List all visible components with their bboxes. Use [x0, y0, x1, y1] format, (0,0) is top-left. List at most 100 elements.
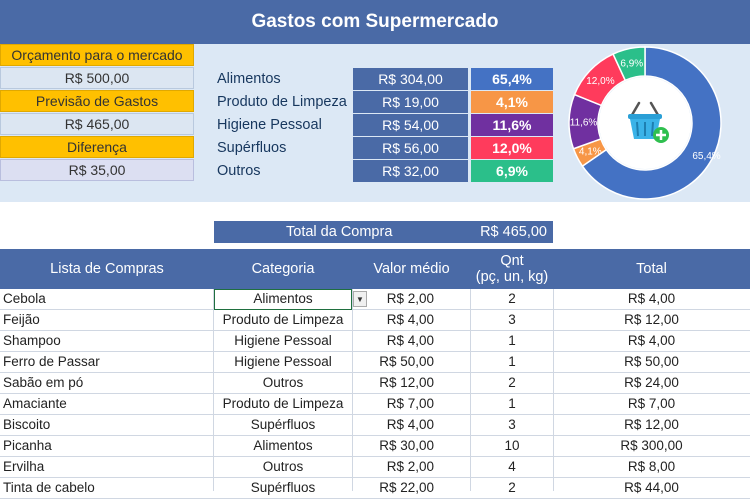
- total-cell[interactable]: R$ 24,00: [553, 373, 750, 393]
- donut-slice-label: 6,9%: [620, 58, 643, 69]
- item-cell[interactable]: Ervilha: [3, 457, 213, 477]
- qty-cell[interactable]: 10: [471, 436, 553, 456]
- column-divider: [213, 289, 214, 491]
- table-row[interactable]: Tinta de cabelo Supérfluos R$ 22,00 2 R$ 44,…: [0, 478, 750, 499]
- item-cell[interactable]: Sabão em pó: [3, 373, 213, 393]
- category-label: Higiene Pessoal: [217, 114, 322, 136]
- column-divider: [470, 289, 471, 491]
- qty-cell[interactable]: 3: [471, 415, 553, 435]
- header-qty-line1: Qnt: [500, 253, 523, 269]
- category-cell[interactable]: Higiene Pessoal: [214, 352, 352, 372]
- total-cell[interactable]: R$ 4,00: [553, 331, 750, 351]
- total-cell[interactable]: R$ 12,00: [553, 415, 750, 435]
- qty-cell[interactable]: 2: [471, 373, 553, 393]
- price-cell[interactable]: R$ 4,00: [352, 415, 470, 435]
- budget-value[interactable]: R$ 500,00: [0, 67, 194, 89]
- category-cell[interactable]: Alimentos: [214, 436, 352, 456]
- difference-value[interactable]: R$ 35,00: [0, 159, 194, 181]
- category-cell[interactable]: Outros: [214, 457, 352, 477]
- category-value: R$ 32,00: [353, 160, 468, 182]
- qty-cell[interactable]: 1: [471, 394, 553, 414]
- category-donut-chart: 65,4% 4,1% 11,6% 12,0% 6,9%: [560, 46, 725, 201]
- table-row[interactable]: Feijão Produto de Limpeza R$ 4,00 3 R$ 12,00: [0, 310, 750, 331]
- total-cell[interactable]: R$ 50,00: [553, 352, 750, 372]
- category-value: R$ 304,00: [353, 68, 468, 90]
- price-cell[interactable]: R$ 4,00: [352, 331, 470, 351]
- column-divider: [553, 289, 554, 491]
- category-cell[interactable]: Supérfluos: [214, 478, 352, 498]
- table-row[interactable]: Amaciante Produto de Limpeza R$ 7,00 1 R$ 7,…: [0, 394, 750, 415]
- category-cell[interactable]: Produto de Limpeza: [214, 310, 352, 330]
- selected-cell-outline: [214, 289, 352, 310]
- category-cell[interactable]: Produto de Limpeza: [214, 394, 352, 414]
- qty-cell[interactable]: 4: [471, 457, 553, 477]
- price-cell[interactable]: R$ 50,00: [352, 352, 470, 372]
- category-percent: 65,4%: [471, 68, 553, 90]
- item-cell[interactable]: Biscoito: [3, 415, 213, 435]
- category-cell[interactable]: Outros: [214, 373, 352, 393]
- forecast-label: Previsão de Gastos: [0, 90, 194, 112]
- total-purchase-bar: Total da Compra R$ 465,00: [214, 221, 553, 243]
- header-category: Categoria: [214, 249, 352, 289]
- item-cell[interactable]: Amaciante: [3, 394, 213, 414]
- difference-label: Diferença: [0, 136, 194, 158]
- qty-cell[interactable]: 3: [471, 310, 553, 330]
- total-cell[interactable]: R$ 300,00: [553, 436, 750, 456]
- table-row[interactable]: Biscoito Supérfluos R$ 4,00 3 R$ 12,00: [0, 415, 750, 436]
- category-label: Outros: [217, 160, 261, 182]
- total-purchase-value: R$ 465,00: [480, 221, 547, 243]
- budget-box: Orçamento para o mercado R$ 500,00 Previ…: [0, 44, 195, 182]
- category-label: Supérfluos: [217, 137, 286, 159]
- qty-cell[interactable]: 1: [471, 352, 553, 372]
- table-row[interactable]: Picanha Alimentos R$ 30,00 10 R$ 300,00: [0, 436, 750, 457]
- donut-slice-label: 11,6%: [570, 117, 598, 128]
- table-row[interactable]: Ervilha Outros R$ 2,00 4 R$ 8,00: [0, 457, 750, 478]
- category-value: R$ 54,00: [353, 114, 468, 136]
- table-row[interactable]: Shampoo Higiene Pessoal R$ 4,00 1 R$ 4,00: [0, 331, 750, 352]
- price-cell[interactable]: R$ 7,00: [352, 394, 470, 414]
- price-cell[interactable]: R$ 2,00: [352, 289, 470, 309]
- qty-cell[interactable]: 2: [471, 289, 553, 309]
- price-cell[interactable]: R$ 2,00: [352, 457, 470, 477]
- header-total: Total: [553, 249, 750, 289]
- category-cell[interactable]: Supérfluos: [214, 415, 352, 435]
- item-cell[interactable]: Shampoo: [3, 331, 213, 351]
- price-cell[interactable]: R$ 4,00: [352, 310, 470, 330]
- shopping-table-body: Cebola Alimentos R$ 2,00 2 R$ 4,00 Feijão Prod…: [0, 289, 750, 499]
- table-row[interactable]: Ferro de Passar Higiene Pessoal R$ 50,00 1 R…: [0, 352, 750, 373]
- item-cell[interactable]: Ferro de Passar: [3, 352, 213, 372]
- column-divider: [352, 289, 353, 491]
- header-qty: Qnt (pç, un, kg): [471, 249, 553, 289]
- total-cell[interactable]: R$ 44,00: [553, 478, 750, 498]
- table-row[interactable]: Cebola Alimentos R$ 2,00 2 R$ 4,00: [0, 289, 750, 310]
- item-cell[interactable]: Tinta de cabelo: [3, 478, 213, 498]
- forecast-value[interactable]: R$ 465,00: [0, 113, 194, 135]
- total-cell[interactable]: R$ 7,00: [553, 394, 750, 414]
- category-percent: 12,0%: [471, 137, 553, 159]
- item-cell[interactable]: Picanha: [3, 436, 213, 456]
- total-cell[interactable]: R$ 4,00: [553, 289, 750, 309]
- table-row[interactable]: Sabão em pó Outros R$ 12,00 2 R$ 24,00: [0, 373, 750, 394]
- qty-cell[interactable]: 2: [471, 478, 553, 498]
- header-item: Lista de Compras: [0, 249, 214, 289]
- category-percent: 11,6%: [471, 114, 553, 136]
- total-cell[interactable]: R$ 12,00: [553, 310, 750, 330]
- qty-cell[interactable]: 1: [471, 331, 553, 351]
- donut-slice-label: 12,0%: [586, 76, 614, 87]
- budget-label: Orçamento para o mercado: [0, 44, 194, 66]
- item-cell[interactable]: Cebola: [3, 289, 213, 309]
- category-percent: 6,9%: [471, 160, 553, 182]
- price-cell[interactable]: R$ 12,00: [352, 373, 470, 393]
- price-cell[interactable]: R$ 22,00: [352, 478, 470, 498]
- header-qty-line2: (pç, un, kg): [476, 269, 549, 285]
- dropdown-arrow-icon[interactable]: ▼: [353, 291, 367, 307]
- header-price: Valor médio: [352, 249, 471, 289]
- table-header: Lista de Compras Categoria Valor médio Q…: [0, 249, 750, 289]
- total-cell[interactable]: R$ 8,00: [553, 457, 750, 477]
- total-purchase-label: Total da Compra: [286, 221, 392, 243]
- category-cell[interactable]: Higiene Pessoal: [214, 331, 352, 351]
- price-cell[interactable]: R$ 30,00: [352, 436, 470, 456]
- category-value: R$ 19,00: [353, 91, 468, 113]
- item-cell[interactable]: Feijão: [3, 310, 213, 330]
- category-percent: 4,1%: [471, 91, 553, 113]
